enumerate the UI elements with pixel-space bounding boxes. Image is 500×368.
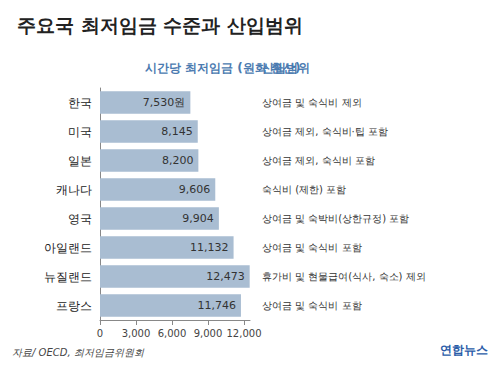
svg-text:영국: 영국 bbox=[68, 212, 92, 226]
svg-text:3,000: 3,000 bbox=[122, 328, 151, 339]
svg-text:아일랜드: 아일랜드 bbox=[44, 241, 92, 255]
svg-text:12,473: 12,473 bbox=[206, 270, 245, 283]
svg-text:프랑스: 프랑스 bbox=[56, 299, 92, 313]
svg-text:8,145: 8,145 bbox=[161, 125, 193, 138]
svg-text:상여금 및 숙식비 제외: 상여금 및 숙식비 제외 bbox=[262, 97, 362, 108]
svg-text:11,746: 11,746 bbox=[197, 299, 236, 312]
svg-text:산입범위: 산입범위 bbox=[262, 61, 310, 75]
svg-text:상여금 및 숙식비 포함: 상여금 및 숙식비 포함 bbox=[262, 300, 362, 311]
svg-text:0: 0 bbox=[97, 328, 103, 339]
svg-text:캐나다: 캐나다 bbox=[56, 183, 92, 197]
svg-text:자료/ OECD, 최저임금위원회: 자료/ OECD, 최저임금위원회 bbox=[12, 347, 145, 358]
svg-text:휴가비 및 현물급여(식사, 숙소) 제외: 휴가비 및 현물급여(식사, 숙소) 제외 bbox=[262, 271, 426, 282]
svg-text:미국: 미국 bbox=[68, 125, 92, 139]
svg-text:8,200: 8,200 bbox=[162, 154, 194, 167]
svg-text:시간당 최저임금 (원화 환산): 시간당 최저임금 (원화 환산) bbox=[145, 61, 301, 75]
svg-text:뉴질랜드: 뉴질랜드 bbox=[44, 270, 92, 284]
svg-text:12,000: 12,000 bbox=[227, 328, 262, 339]
svg-text:연합뉴스: 연합뉴스 bbox=[440, 343, 488, 357]
svg-text:9,606: 9,606 bbox=[179, 183, 211, 196]
svg-text:6,000: 6,000 bbox=[158, 328, 187, 339]
svg-text:상여금 및 숙식비 포함: 상여금 및 숙식비 포함 bbox=[262, 242, 362, 253]
svg-text:11,132: 11,132 bbox=[190, 241, 229, 254]
svg-text:상여금 및 숙박비(상한규정) 포함: 상여금 및 숙박비(상한규정) 포함 bbox=[262, 213, 409, 224]
svg-text:일본: 일본 bbox=[68, 154, 92, 168]
svg-text:주요국 최저임금 수준과 산입범위: 주요국 최저임금 수준과 산입범위 bbox=[17, 14, 303, 36]
svg-text:한국: 한국 bbox=[68, 96, 92, 110]
svg-text:7,530원: 7,530원 bbox=[143, 96, 186, 109]
svg-text:9,904: 9,904 bbox=[182, 212, 214, 225]
svg-text:상여금 제외, 숙식비·팁 포함: 상여금 제외, 숙식비·팁 포함 bbox=[262, 126, 388, 137]
svg-text:숙식비 (제한) 포함: 숙식비 (제한) 포함 bbox=[262, 184, 346, 195]
svg-text:상여금 제외, 숙식비 포함: 상여금 제외, 숙식비 포함 bbox=[262, 155, 375, 166]
svg-text:9,000: 9,000 bbox=[194, 328, 223, 339]
